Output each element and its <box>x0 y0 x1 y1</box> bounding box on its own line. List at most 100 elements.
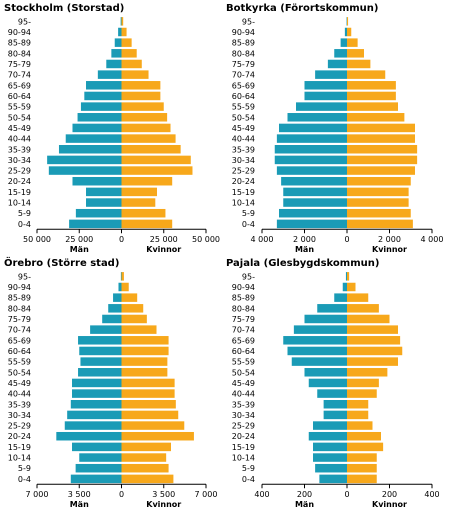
x-tick-label: 400 <box>424 490 439 499</box>
age-label: 65-69 <box>232 336 255 345</box>
women-bar <box>121 91 161 101</box>
men-bar <box>118 27 122 37</box>
men-bar <box>283 336 347 345</box>
men-bar <box>304 91 347 101</box>
age-label: 0-4 <box>18 220 31 229</box>
chart-title: Örebro (Större stad) <box>4 255 119 269</box>
age-label: 55-59 <box>8 103 31 112</box>
women-bar <box>121 400 176 409</box>
men-bar <box>86 81 122 90</box>
women-bar <box>347 208 411 218</box>
women-bar <box>121 293 138 302</box>
x-tick-label: 200 <box>297 490 312 499</box>
men-bar <box>274 155 347 165</box>
men-bar <box>274 145 347 154</box>
age-label: 10-14 <box>232 454 255 463</box>
men-bar <box>281 176 347 186</box>
men-bar <box>296 102 347 111</box>
age-label: 60-64 <box>8 347 31 356</box>
age-label: 55-59 <box>232 358 255 367</box>
age-label: 5-9 <box>18 464 31 473</box>
age-label: 0-4 <box>242 220 255 229</box>
women-bar <box>347 176 411 186</box>
men-bar <box>279 208 347 218</box>
women-bar <box>121 410 179 420</box>
women-bar <box>347 474 377 484</box>
women-bar <box>121 38 132 47</box>
women-bar <box>121 102 164 111</box>
women-bar <box>347 81 396 90</box>
chart-title: Botkyrka (Förortskommun) <box>226 3 379 14</box>
age-label: 95- <box>18 17 31 26</box>
age-label: 35-39 <box>232 400 255 409</box>
men-bar <box>287 346 347 356</box>
series-label-women: Kvinnor <box>372 245 407 254</box>
men-bar <box>79 453 122 462</box>
women-bar <box>347 155 418 165</box>
men-bar <box>319 474 347 484</box>
men-bar <box>48 166 122 175</box>
men-bar <box>108 304 122 313</box>
age-label: 85-89 <box>8 294 31 303</box>
women-bar <box>347 293 369 302</box>
women-bar <box>121 336 169 345</box>
series-label-men: Män <box>70 500 89 509</box>
women-bar <box>347 198 409 207</box>
series-label-women: Kvinnor <box>372 500 407 509</box>
series-label-women: Kvinnor <box>146 245 181 254</box>
women-bar <box>121 368 168 377</box>
women-bar <box>121 123 171 133</box>
women-bar <box>121 314 147 324</box>
women-bar <box>121 346 169 356</box>
age-label: 55-59 <box>232 103 255 112</box>
chart-title: Pajala (Glesbygdskommun) <box>226 258 379 269</box>
women-bar <box>121 357 168 366</box>
x-tick-label: 3 500 <box>152 490 175 499</box>
men-bar <box>77 113 122 122</box>
age-label: 15-19 <box>232 443 255 452</box>
age-label: 75-79 <box>8 60 31 69</box>
women-bar <box>121 325 157 334</box>
age-label: 95- <box>242 272 255 281</box>
women-bar <box>347 325 398 334</box>
age-label: 50-54 <box>8 368 31 377</box>
women-bar <box>347 357 398 366</box>
age-label: 30-34 <box>8 411 31 420</box>
age-label: 10-14 <box>232 199 255 208</box>
men-bar <box>315 70 347 79</box>
age-label: 50-54 <box>232 368 255 377</box>
age-label: 25-29 <box>232 167 255 176</box>
men-bar <box>70 474 122 484</box>
age-label: 45-49 <box>8 124 31 133</box>
men-bar <box>80 102 122 111</box>
age-label: 30-34 <box>232 411 255 420</box>
women-bar <box>347 187 409 197</box>
age-label: 75-79 <box>8 315 31 324</box>
men-bar <box>79 346 122 356</box>
women-bar <box>347 70 386 79</box>
men-bar <box>342 282 347 292</box>
women-bar <box>121 187 157 197</box>
men-bar <box>78 368 122 377</box>
women-bar <box>347 272 350 281</box>
women-bar <box>121 463 169 473</box>
men-bar <box>276 219 347 229</box>
women-bar <box>121 134 176 143</box>
x-tick-label: 25 000 <box>150 235 178 244</box>
age-label: 60-64 <box>8 92 31 101</box>
age-label: 80-84 <box>232 304 255 313</box>
women-bar <box>347 49 364 58</box>
age-label: 60-64 <box>232 347 255 356</box>
men-bar <box>327 59 347 69</box>
women-bar <box>121 49 137 58</box>
age-label: 75-79 <box>232 60 255 69</box>
men-bar <box>75 463 122 473</box>
women-bar <box>121 442 171 452</box>
men-bar <box>86 198 122 207</box>
men-bar <box>304 368 347 377</box>
x-tick-label: 4 000 <box>421 235 444 244</box>
women-bar <box>347 145 418 154</box>
women-bar <box>347 431 381 441</box>
men-bar <box>64 421 122 430</box>
